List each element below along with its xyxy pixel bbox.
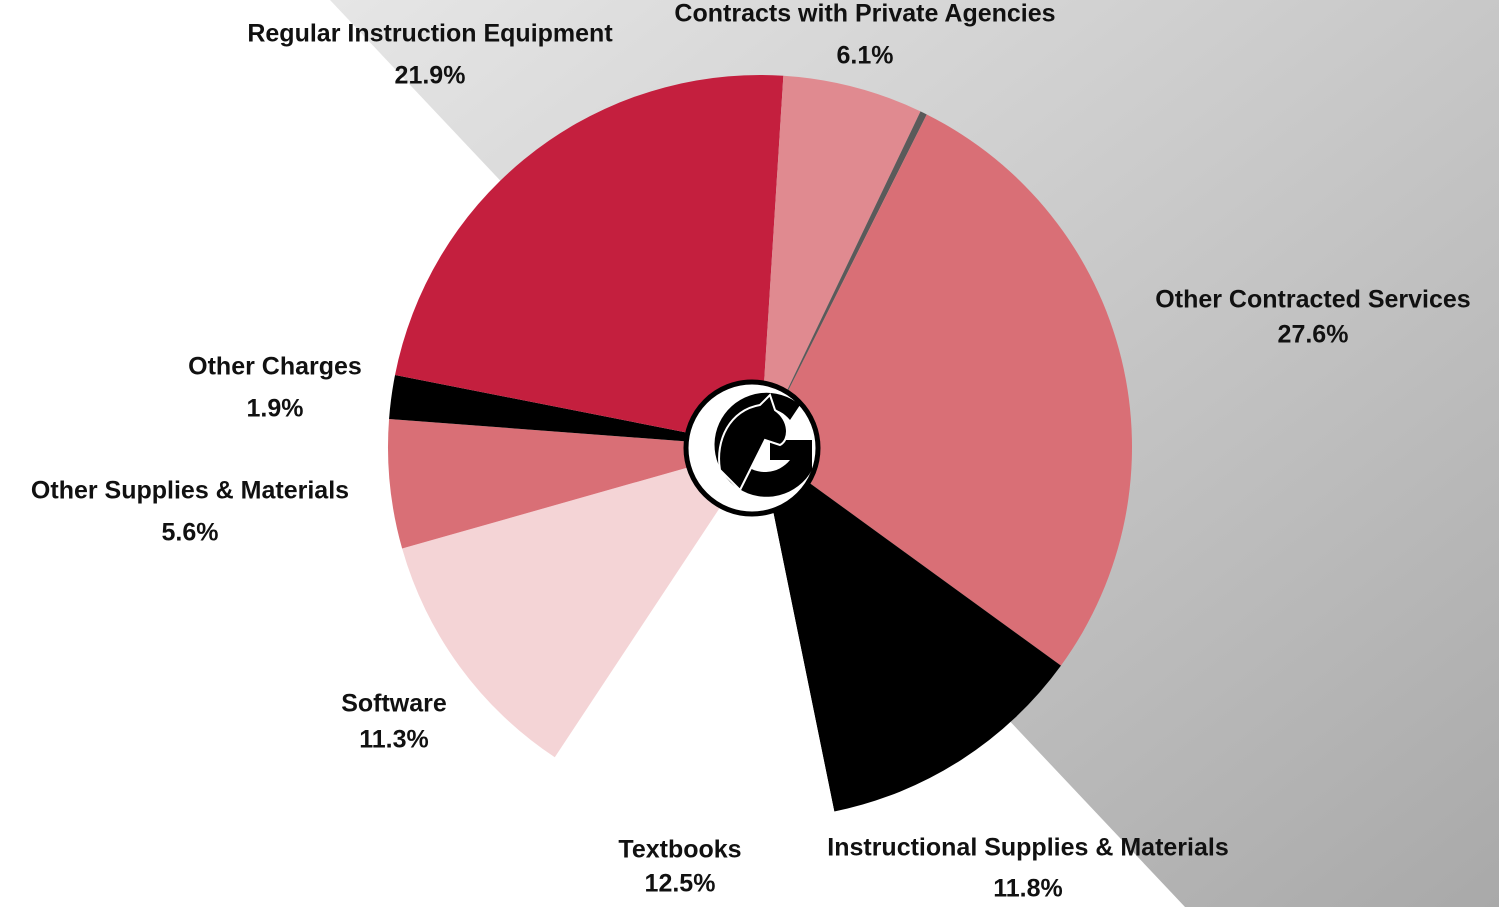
slice-value-label: 1.9% xyxy=(247,395,304,423)
labels: Contracts with Private Agencies 6.1% Other… xyxy=(31,0,1471,903)
slice-label: Instructional Supplies & Materials xyxy=(827,834,1228,862)
slice-value-label: 12.5% xyxy=(645,870,716,898)
slice-value-label: 27.6% xyxy=(1278,321,1349,349)
pie-slice xyxy=(402,447,760,758)
pie-slice xyxy=(388,418,760,549)
slice-label: Software xyxy=(341,690,447,718)
pie-slice xyxy=(760,111,927,448)
slice-value-label: 11.3% xyxy=(359,726,429,754)
slice-value-label: 5.6% xyxy=(162,519,219,547)
pie-slice xyxy=(760,75,784,447)
slice-value-label: 21.9% xyxy=(395,62,466,90)
slice-label: Other Contracted Services xyxy=(1155,286,1470,314)
pie-slice xyxy=(389,374,760,447)
pie-slice xyxy=(760,114,1132,666)
slice-label: Textbooks xyxy=(618,836,741,864)
slice-value-label: 6.1% xyxy=(837,42,894,70)
pie-slice xyxy=(760,447,1061,812)
pie-slice xyxy=(395,75,760,447)
slice-label: Contracts with Private Agencies xyxy=(674,0,1055,28)
slice-value-label: 11.8% xyxy=(993,875,1063,903)
pie xyxy=(388,75,1132,819)
slice-label: Other Supplies & Materials xyxy=(31,477,349,505)
slice-label: Regular Instruction Equipment xyxy=(247,20,613,48)
pie-slice xyxy=(554,447,835,819)
pie-slice xyxy=(760,75,921,447)
slice-label: Other Charges xyxy=(188,353,362,381)
logo xyxy=(683,379,821,517)
